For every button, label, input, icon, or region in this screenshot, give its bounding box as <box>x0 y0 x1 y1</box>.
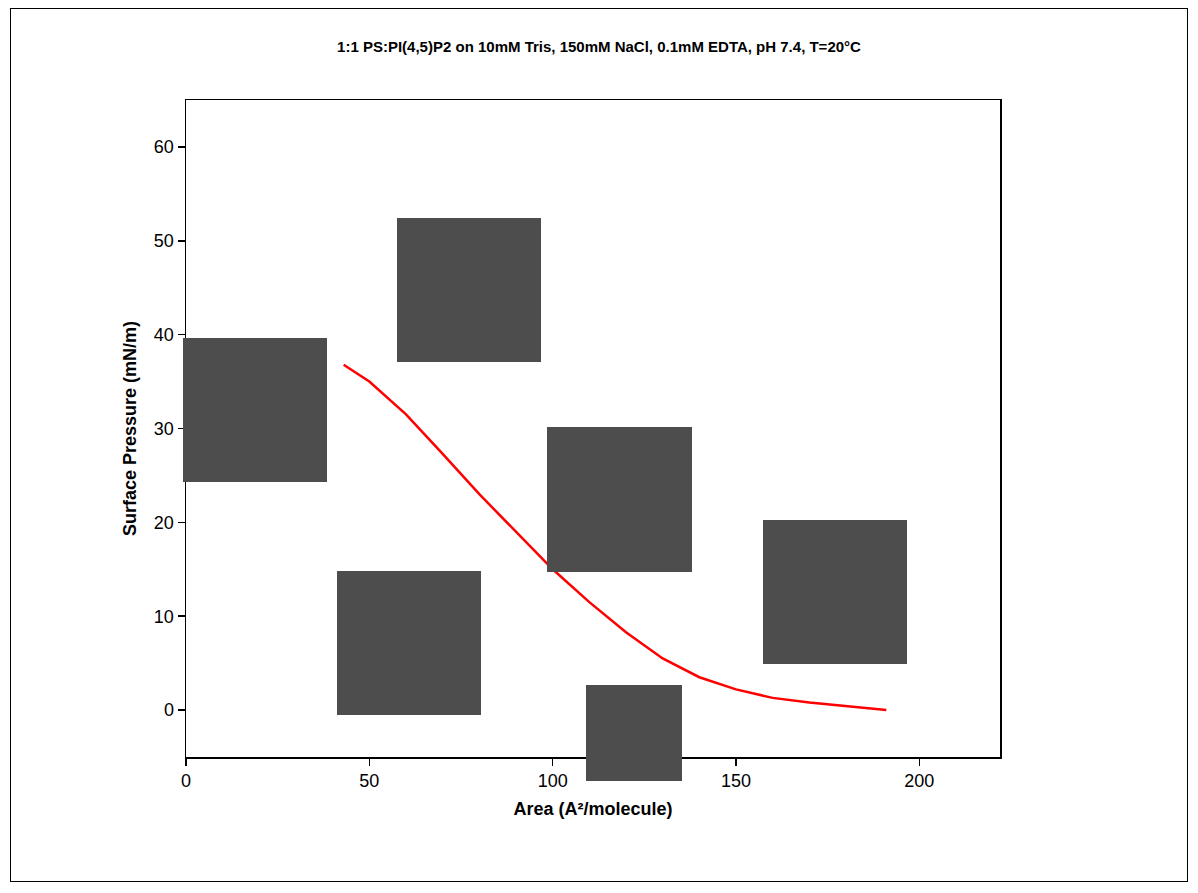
svg-text:10: 10 <box>154 607 174 627</box>
svg-text:50: 50 <box>154 231 174 251</box>
svg-text:20: 20 <box>154 513 174 533</box>
svg-text:100: 100 <box>538 771 568 791</box>
svg-text:50: 50 <box>359 771 379 791</box>
svg-text:Surface Pressure (mN/m): Surface Pressure (mN/m) <box>120 321 140 536</box>
svg-text:Area (A²/molecule): Area (A²/molecule) <box>513 799 672 819</box>
svg-text:0: 0 <box>181 771 191 791</box>
svg-text:40: 40 <box>154 325 174 345</box>
svg-text:0: 0 <box>164 700 174 720</box>
svg-text:1:1 PS:PI(4,5)P2 on 10mM Tris,: 1:1 PS:PI(4,5)P2 on 10mM Tris, 150mM NaC… <box>337 38 861 55</box>
svg-text:150: 150 <box>721 771 751 791</box>
svg-text:200: 200 <box>904 771 934 791</box>
svg-text:60: 60 <box>154 137 174 157</box>
svg-text:30: 30 <box>154 419 174 439</box>
